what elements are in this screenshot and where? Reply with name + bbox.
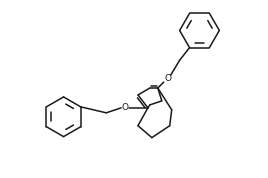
Text: O: O bbox=[122, 103, 129, 112]
Text: O: O bbox=[164, 74, 171, 83]
